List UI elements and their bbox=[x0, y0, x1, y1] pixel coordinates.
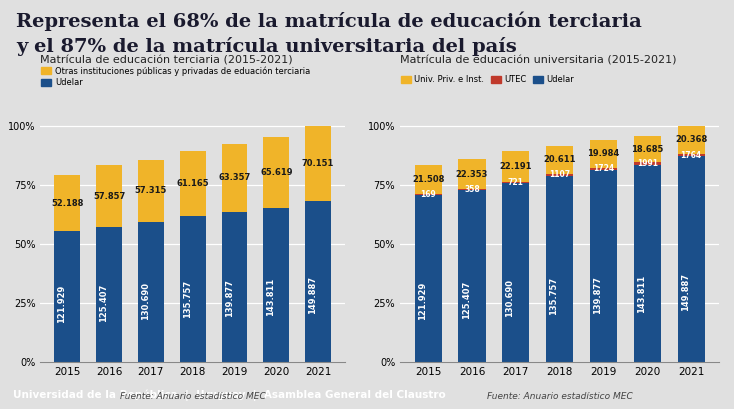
Bar bbox=[633, 164, 661, 362]
Text: 20.611: 20.611 bbox=[543, 155, 576, 164]
Bar bbox=[546, 174, 573, 175]
Text: 125.407: 125.407 bbox=[462, 281, 470, 319]
Text: 358: 358 bbox=[464, 185, 480, 194]
Bar bbox=[502, 182, 529, 362]
Bar bbox=[590, 170, 617, 362]
Text: 121.929: 121.929 bbox=[57, 285, 66, 323]
Text: 135.757: 135.757 bbox=[183, 280, 192, 318]
Bar bbox=[459, 190, 486, 362]
Bar bbox=[677, 154, 705, 156]
Text: 63.357: 63.357 bbox=[219, 173, 250, 182]
Text: 169: 169 bbox=[421, 190, 436, 199]
Bar bbox=[264, 137, 289, 208]
Bar bbox=[546, 175, 573, 362]
Text: 70.151: 70.151 bbox=[302, 159, 335, 168]
Text: 149.887: 149.887 bbox=[308, 276, 317, 314]
Bar bbox=[305, 126, 331, 201]
Text: Universidad de la República  |  Uruguay  |  Asamblea General del Claustro: Universidad de la República | Uruguay | … bbox=[13, 390, 446, 402]
Legend: Otras instituciones públicas y privadas de eduación terciaria, Udelar: Otras instituciones públicas y privadas … bbox=[42, 66, 310, 87]
Text: Matrícula de educación terciaria (2015-2021): Matrícula de educación terciaria (2015-2… bbox=[40, 55, 293, 65]
Text: 125.407: 125.407 bbox=[99, 283, 108, 321]
Bar bbox=[222, 144, 247, 212]
Text: 22.191: 22.191 bbox=[500, 162, 532, 171]
Text: 1724: 1724 bbox=[593, 164, 614, 173]
Text: 18.685: 18.685 bbox=[631, 144, 664, 153]
Bar bbox=[54, 175, 80, 231]
Text: 61.165: 61.165 bbox=[176, 179, 209, 188]
Text: Fuente: Anuario estadístico MEC: Fuente: Anuario estadístico MEC bbox=[487, 392, 633, 401]
Bar bbox=[305, 201, 331, 362]
Text: Fuente: Anuario estadístico MEC: Fuente: Anuario estadístico MEC bbox=[120, 392, 266, 401]
Bar bbox=[459, 159, 486, 189]
Legend: Univ. Priv. e Inst., UTEC, Udelar: Univ. Priv. e Inst., UTEC, Udelar bbox=[401, 75, 574, 84]
Text: 143.811: 143.811 bbox=[266, 277, 275, 316]
Bar bbox=[546, 146, 573, 174]
Text: 52.188: 52.188 bbox=[51, 199, 84, 208]
Bar bbox=[138, 160, 164, 222]
Bar bbox=[590, 168, 617, 170]
Bar bbox=[415, 195, 442, 362]
Text: Matrícula de educación universitaria (2015-2021): Matrícula de educación universitaria (20… bbox=[400, 55, 677, 65]
Text: 130.690: 130.690 bbox=[141, 282, 150, 320]
Bar bbox=[677, 156, 705, 362]
Text: 721: 721 bbox=[508, 178, 524, 187]
Text: 1107: 1107 bbox=[549, 171, 570, 180]
Text: 121.929: 121.929 bbox=[418, 282, 426, 320]
Text: 22.353: 22.353 bbox=[456, 169, 488, 178]
Text: 57.857: 57.857 bbox=[93, 192, 125, 201]
Text: 65.619: 65.619 bbox=[260, 168, 293, 177]
Bar bbox=[180, 216, 206, 362]
Text: 20.368: 20.368 bbox=[675, 135, 708, 144]
Bar bbox=[54, 231, 80, 362]
Bar bbox=[222, 212, 247, 362]
Text: 21.508: 21.508 bbox=[412, 175, 444, 184]
Bar bbox=[633, 136, 661, 162]
Text: 139.877: 139.877 bbox=[225, 279, 233, 317]
Bar bbox=[96, 227, 122, 362]
Bar bbox=[677, 126, 705, 154]
Text: 149.887: 149.887 bbox=[681, 272, 690, 310]
Bar bbox=[180, 151, 206, 216]
Text: 139.877: 139.877 bbox=[593, 276, 602, 314]
Bar bbox=[502, 151, 529, 182]
Bar bbox=[633, 162, 661, 164]
Text: 135.757: 135.757 bbox=[549, 277, 559, 315]
Text: 1764: 1764 bbox=[680, 151, 702, 160]
Text: 19.984: 19.984 bbox=[587, 149, 619, 158]
Text: 57.315: 57.315 bbox=[134, 187, 167, 196]
Bar bbox=[264, 208, 289, 362]
Bar bbox=[459, 189, 486, 190]
Text: 1991: 1991 bbox=[637, 159, 658, 168]
Text: 130.690: 130.690 bbox=[506, 279, 515, 317]
Bar bbox=[415, 165, 442, 194]
Bar bbox=[96, 165, 122, 227]
Text: 143.811: 143.811 bbox=[637, 274, 646, 312]
Bar bbox=[138, 222, 164, 362]
Text: Representa el 68% de la matrícula de educación terciaria
y el 87% de la matrícul: Representa el 68% de la matrícula de edu… bbox=[16, 12, 642, 56]
Bar bbox=[590, 140, 617, 168]
